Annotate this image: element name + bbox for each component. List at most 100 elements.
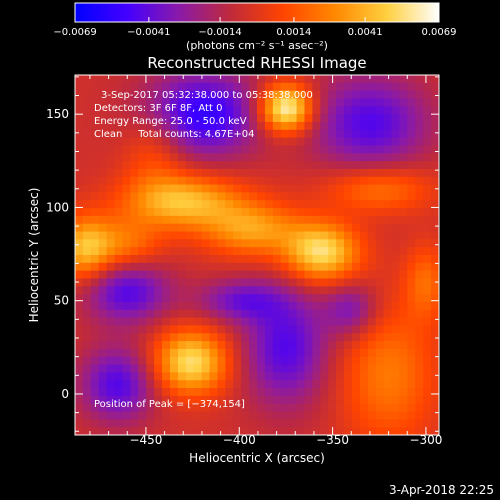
heatmap-cell xyxy=(431,255,440,264)
heatmap-cell xyxy=(98,411,108,420)
heatmap-cell xyxy=(209,419,218,428)
heatmap-cell xyxy=(201,168,210,178)
heatmap-cell xyxy=(201,129,210,139)
heatmap-cell xyxy=(90,223,100,232)
heatmap-cell xyxy=(320,270,329,279)
heatmap-cell xyxy=(225,208,234,217)
heatmap-cell xyxy=(201,153,210,162)
heatmap-cell xyxy=(90,333,100,342)
heatmap-cell xyxy=(98,114,108,123)
heatmap-cell xyxy=(257,333,266,342)
heatmap-cell xyxy=(399,356,408,365)
heatmap-cell xyxy=(304,176,313,185)
heatmap-cell xyxy=(375,200,385,209)
heatmap-cell xyxy=(98,348,108,358)
heatmap-cell xyxy=(257,82,266,92)
heatmap-cell xyxy=(233,168,242,178)
heatmap-cell xyxy=(217,427,226,436)
heatmap-cell xyxy=(344,286,353,295)
heatmap-cell xyxy=(415,161,424,170)
heatmap-cell xyxy=(185,395,195,405)
heatmap-cell xyxy=(336,325,345,334)
heatmap-cell xyxy=(296,168,305,178)
heatmap-cell xyxy=(280,200,290,209)
heatmap-cell xyxy=(280,90,290,99)
heatmap-cell xyxy=(336,215,345,225)
heatmap-cell xyxy=(75,145,84,154)
heatmap-cell xyxy=(383,325,392,334)
heatmap-cell xyxy=(423,325,432,334)
heatmap-cell xyxy=(264,239,274,248)
heatmap-cell xyxy=(351,145,361,154)
heatmap-cell xyxy=(114,75,123,84)
heatmap-cell xyxy=(82,215,92,225)
heatmap-cell xyxy=(177,309,187,319)
heatmap-cell xyxy=(201,286,210,295)
heatmap-cell xyxy=(162,395,171,405)
heatmap-cell xyxy=(264,333,274,342)
heatmap-cell xyxy=(351,168,361,178)
colorbar-ticks: −0.0069 −0.0041 −0.0014 0.0014 0.0041 0.0069 xyxy=(53,17,457,38)
heatmap-cell xyxy=(106,270,115,279)
heatmap-cell xyxy=(98,200,108,209)
heatmap-cell xyxy=(169,278,179,287)
heatmap-cell xyxy=(241,153,250,162)
heatmap-cell xyxy=(98,215,108,225)
heatmap-cell xyxy=(177,356,187,365)
heatmap-cell xyxy=(328,270,337,279)
heatmap-cell xyxy=(407,395,416,405)
heatmap-cell xyxy=(431,223,440,232)
heatmap-cell xyxy=(233,388,242,397)
heatmap-cell xyxy=(391,372,400,381)
heatmap-cell xyxy=(162,75,171,84)
heatmap-cell xyxy=(344,356,353,365)
heatmap-cell xyxy=(241,98,250,107)
heatmap-cell xyxy=(367,184,377,193)
heatmap-cell xyxy=(241,145,250,154)
heatmap-cell xyxy=(328,114,337,123)
heatmap-cell xyxy=(75,309,84,319)
heatmap-cell xyxy=(146,286,155,295)
heatmap-cell xyxy=(431,317,440,326)
heatmap-cell xyxy=(431,239,440,248)
heatmap-cell xyxy=(288,341,297,350)
heatmap-cell xyxy=(233,317,242,326)
heatmap-cell xyxy=(98,208,108,217)
heatmap-cell xyxy=(383,98,392,107)
heatmap-cell xyxy=(359,294,369,303)
heatmap-cell xyxy=(328,419,337,428)
heatmap-cell xyxy=(399,208,408,217)
heatmap-cell xyxy=(225,427,234,436)
heatmap-cell xyxy=(320,192,329,201)
heatmap-cell xyxy=(209,372,218,381)
heatmap-cell xyxy=(367,372,377,381)
heatmap-cell xyxy=(280,325,290,334)
heatmap-cell xyxy=(233,137,242,146)
heatmap-cell xyxy=(320,90,329,99)
heatmap-cell xyxy=(75,262,84,272)
y-tick-label: 100 xyxy=(46,200,69,214)
heatmap-cell xyxy=(114,239,123,248)
heatmap-cell xyxy=(162,231,171,240)
heatmap-cell xyxy=(399,153,408,162)
heatmap-cell xyxy=(130,176,139,185)
heatmap-cell xyxy=(359,348,369,358)
heatmap-cell xyxy=(106,176,115,185)
heatmap-cell xyxy=(249,270,258,279)
heatmap-cell xyxy=(431,82,440,92)
heatmap-cell xyxy=(114,161,123,170)
heatmap-cell xyxy=(209,90,218,99)
heatmap-cell xyxy=(399,325,408,334)
heatmap-cell xyxy=(75,395,84,405)
heatmap-cell xyxy=(217,153,226,162)
heatmap-cell xyxy=(82,333,92,342)
heatmap-cell xyxy=(75,200,84,209)
heatmap-cell xyxy=(114,341,123,350)
heatmap-cell xyxy=(312,348,321,358)
heatmap-cell xyxy=(209,309,218,319)
heatmap-cell xyxy=(122,247,131,256)
heatmap-cell xyxy=(407,255,416,264)
heatmap-cell xyxy=(407,356,416,365)
heatmap-cell xyxy=(249,215,258,225)
heatmap-cell xyxy=(146,262,155,272)
